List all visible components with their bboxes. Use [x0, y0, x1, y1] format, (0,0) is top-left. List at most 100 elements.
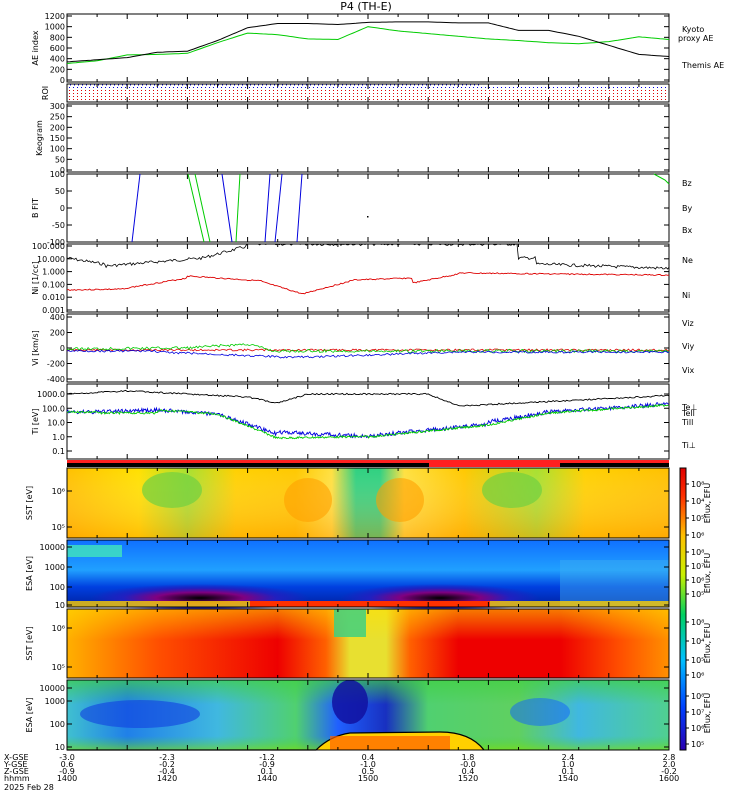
- y-tick-label: 0.010: [42, 293, 65, 302]
- b-field-point: [367, 216, 369, 218]
- roi-dot: [649, 87, 650, 88]
- roi-dot: [273, 87, 274, 88]
- roi-dot: [321, 87, 322, 88]
- b-field-trace: [274, 173, 283, 243]
- roi-dot: [77, 93, 78, 94]
- roi-dot: [565, 87, 566, 88]
- roi-dot: [69, 99, 70, 100]
- roi-dot: [481, 99, 482, 100]
- roi-dot: [617, 96, 618, 97]
- roi-dot: [245, 87, 246, 88]
- roi-dot: [257, 87, 258, 88]
- colorbar-label: Eflux, EFU: [703, 693, 712, 734]
- roi-dot: [621, 87, 622, 88]
- y-tick-label: 0.001: [42, 306, 65, 315]
- roi-dot: [385, 93, 386, 94]
- roi-dot: [89, 93, 90, 94]
- roi-dot: [589, 96, 590, 97]
- y-tick-label: 10⁶: [52, 487, 65, 496]
- roi-dot: [581, 90, 582, 91]
- colorbar-tick-label: 10⁵: [691, 514, 704, 523]
- roi-dot: [277, 93, 278, 94]
- roi-dot: [437, 99, 438, 100]
- roi-dot: [401, 90, 402, 91]
- roi-dot: [529, 93, 530, 94]
- roi-dot: [549, 90, 550, 91]
- roi-dot: [181, 87, 182, 88]
- roi-dot: [97, 90, 98, 91]
- y-axis-label: Ni [1/cc]: [31, 261, 40, 295]
- roi-dot: [465, 90, 466, 91]
- roi-dot: [489, 99, 490, 100]
- roi-dot: [173, 93, 174, 94]
- roi-dot: [389, 93, 390, 94]
- roi-dot: [229, 99, 230, 100]
- roi-dot: [141, 96, 142, 97]
- y-tick-label: 0: [60, 166, 65, 175]
- roi-dot: [309, 96, 310, 97]
- roi-dot: [473, 87, 474, 88]
- roi-dot: [301, 87, 302, 88]
- roi-dot: [509, 87, 510, 88]
- roi-dot: [593, 93, 594, 94]
- y-tick-label: 100: [50, 170, 65, 179]
- roi-dot: [525, 90, 526, 91]
- roi-dot: [633, 93, 634, 94]
- y-tick-label: 100.000: [32, 242, 65, 251]
- y-tick-label: -200: [47, 360, 65, 369]
- roi-dot: [645, 90, 646, 91]
- roi-dot: [461, 87, 462, 88]
- y-tick-label: 1.0: [52, 433, 65, 442]
- roi-dot: [217, 99, 218, 100]
- roi-dot: [181, 90, 182, 91]
- roi-dot: [577, 99, 578, 100]
- roi-dot: [261, 93, 262, 94]
- roi-dot: [341, 99, 342, 100]
- roi-dot: [629, 87, 630, 88]
- roi-dot: [149, 96, 150, 97]
- roi-dot: [425, 99, 426, 100]
- roi-dot: [317, 90, 318, 91]
- roi-dot: [169, 87, 170, 88]
- roi-dot: [393, 96, 394, 97]
- roi-dot: [229, 93, 230, 94]
- roi-dot: [481, 90, 482, 91]
- colorbar-tick-label: 10⁴: [691, 497, 704, 506]
- roi-dot: [517, 90, 518, 91]
- roi-dot: [129, 87, 130, 88]
- roi-dot: [645, 93, 646, 94]
- roi-dot: [129, 99, 130, 100]
- roi-dot: [409, 96, 410, 97]
- roi-dot: [573, 99, 574, 100]
- series-tell: [67, 389, 670, 407]
- roi-dot: [357, 90, 358, 91]
- roi-dot: [477, 87, 478, 88]
- roi-dot: [441, 96, 442, 97]
- roi-dot: [425, 90, 426, 91]
- roi-dot: [321, 96, 322, 97]
- roi-dot: [93, 87, 94, 88]
- roi-dot: [237, 99, 238, 100]
- roi-dot: [293, 96, 294, 97]
- roi-dot: [653, 99, 654, 100]
- roi-dot: [369, 87, 370, 88]
- roi-dot: [625, 87, 626, 88]
- panel-frame: [66, 383, 670, 460]
- roi-dot: [489, 90, 490, 91]
- roi-dot: [525, 87, 526, 88]
- footer-value: 1540: [558, 774, 578, 783]
- roi-dot: [513, 90, 514, 91]
- roi-dot: [453, 96, 454, 97]
- roi-dot: [341, 93, 342, 94]
- roi-dot: [85, 87, 86, 88]
- footer-row-label: hhmm: [4, 774, 30, 783]
- roi-dot: [617, 87, 618, 88]
- b-field-trace: [235, 173, 241, 243]
- footer-value: 0.4: [462, 767, 475, 776]
- roi-dot: [537, 93, 538, 94]
- roi-dot: [205, 96, 206, 97]
- roi-dot: [237, 93, 238, 94]
- roi-dot: [137, 93, 138, 94]
- roi-dot: [165, 93, 166, 94]
- roi-dot: [481, 96, 482, 97]
